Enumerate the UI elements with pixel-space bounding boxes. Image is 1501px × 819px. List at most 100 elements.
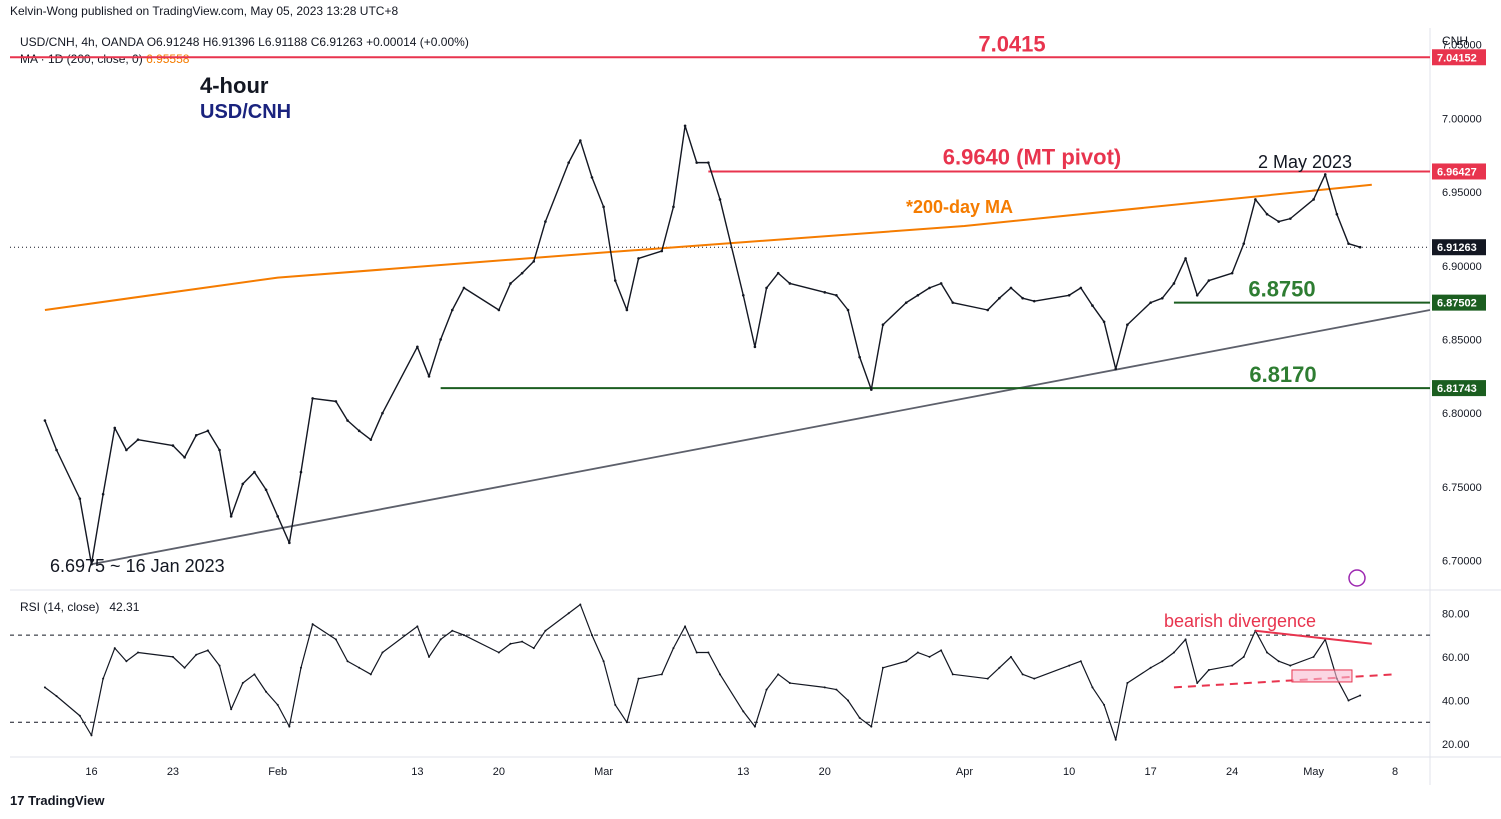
rsi-point bbox=[253, 673, 256, 676]
price-point bbox=[625, 308, 629, 312]
rsi-point bbox=[1184, 638, 1187, 641]
price-point bbox=[1312, 198, 1315, 201]
price-point bbox=[1265, 212, 1269, 216]
rsi-point bbox=[43, 686, 46, 689]
tradingview-logo-icon: 17 bbox=[10, 793, 25, 808]
rsi-point bbox=[521, 640, 524, 643]
currency-label: CNH bbox=[1442, 34, 1468, 48]
price-point bbox=[683, 124, 687, 128]
rsi-point bbox=[986, 677, 989, 680]
time-tick-label: Apr bbox=[956, 766, 973, 778]
lightning-icon bbox=[1348, 569, 1366, 587]
price-tick-label: 6.80000 bbox=[1442, 408, 1482, 420]
time-tick-label: 23 bbox=[167, 766, 179, 778]
price-point bbox=[125, 448, 128, 452]
rsi-point bbox=[1242, 655, 1245, 658]
price-point bbox=[416, 345, 419, 349]
time-tick-label: 16 bbox=[85, 766, 97, 778]
rsi-point bbox=[1312, 655, 1315, 658]
ohlc-legend: USD/CNH, 4h, OANDA O6.91248 H6.91396 L6.… bbox=[20, 35, 469, 49]
price-point bbox=[846, 308, 850, 312]
price-point bbox=[1091, 304, 1094, 307]
rsi-point bbox=[835, 688, 838, 691]
price-point bbox=[741, 293, 745, 297]
time-tick-label: Mar bbox=[594, 766, 613, 778]
time-tick-label: 13 bbox=[411, 766, 423, 778]
price-tick-label: 6.70000 bbox=[1442, 556, 1482, 568]
price-point bbox=[1032, 299, 1036, 303]
rsi-line bbox=[44, 603, 1361, 741]
rsi-point bbox=[544, 629, 547, 632]
rsi-point bbox=[765, 688, 768, 691]
rsi-point bbox=[1103, 703, 1106, 706]
price-point bbox=[1335, 212, 1339, 216]
high-annotation: 2 May 2023 bbox=[1258, 152, 1352, 172]
price-point bbox=[1277, 220, 1280, 223]
ma-legend: MA · 1D (200, close, 0) 6.95558 bbox=[20, 52, 189, 66]
chart-subtitle: USD/CNH bbox=[200, 101, 291, 123]
price-line bbox=[44, 125, 1361, 565]
price-point bbox=[357, 429, 361, 433]
price-point bbox=[881, 323, 885, 327]
rsi-point bbox=[532, 647, 535, 650]
ma-legend-label: MA · 1D (200, close, 0) bbox=[20, 52, 143, 66]
rsi-point bbox=[276, 703, 279, 706]
rsi-point bbox=[1207, 668, 1210, 671]
rsi-point bbox=[625, 721, 628, 724]
rsi-point bbox=[265, 690, 268, 693]
rsi-point bbox=[695, 651, 698, 654]
rsi-point bbox=[672, 647, 675, 650]
price-point bbox=[43, 419, 47, 422]
rsi-point bbox=[416, 625, 419, 628]
ohlc-high: H6.91396 bbox=[202, 35, 255, 49]
price-point bbox=[78, 497, 82, 500]
price-point bbox=[520, 271, 524, 275]
ohlc-change: +0.00014 (+0.00%) bbox=[366, 35, 469, 49]
ma-annotation: *200-day MA bbox=[906, 197, 1013, 217]
rsi-tick-label: 60.00 bbox=[1442, 652, 1470, 664]
price-point bbox=[1160, 296, 1164, 300]
rsi-point bbox=[1091, 686, 1094, 689]
price-point bbox=[253, 470, 256, 474]
level-axis-badge bbox=[1432, 49, 1486, 66]
price-point bbox=[1254, 198, 1257, 201]
price-point bbox=[916, 293, 920, 297]
rsi-point bbox=[1172, 651, 1175, 654]
price-tick-label: 7.00000 bbox=[1442, 113, 1482, 125]
price-point bbox=[90, 562, 93, 566]
price-point bbox=[311, 397, 314, 400]
price-point bbox=[870, 388, 873, 391]
price-point bbox=[928, 286, 931, 290]
level-axis-badge bbox=[1432, 294, 1486, 311]
price-point bbox=[579, 139, 582, 142]
time-tick-label: 24 bbox=[1226, 766, 1238, 778]
rsi-support-line bbox=[1173, 673, 1396, 689]
price-point bbox=[55, 448, 58, 452]
rsi-point bbox=[928, 655, 931, 658]
price-point bbox=[369, 438, 373, 441]
rsi-point bbox=[497, 651, 500, 654]
rsi-point bbox=[288, 725, 291, 728]
price-point bbox=[509, 282, 512, 285]
rsi-point bbox=[940, 649, 943, 652]
rsi-legend: RSI (14, close) 42.31 bbox=[20, 600, 139, 614]
tradingview-brand[interactable]: 17 TradingView bbox=[10, 793, 104, 808]
level-axis-badge bbox=[1432, 163, 1486, 180]
price-point bbox=[1114, 367, 1118, 371]
price-point bbox=[904, 301, 908, 304]
rsi-point bbox=[916, 651, 919, 654]
price-point bbox=[206, 429, 210, 433]
price-tick-label: 6.90000 bbox=[1442, 261, 1482, 273]
price-point bbox=[1184, 257, 1187, 260]
price-point bbox=[1323, 173, 1327, 176]
level-axis-label: 6.81743 bbox=[1437, 383, 1477, 395]
rsi-point bbox=[113, 647, 116, 650]
rsi-point bbox=[870, 725, 873, 728]
price-point bbox=[776, 271, 780, 275]
rsi-point bbox=[684, 625, 687, 628]
price-point bbox=[171, 444, 175, 447]
level-label: 6.9640 (MT pivot) bbox=[943, 144, 1121, 169]
rsi-point bbox=[777, 673, 780, 676]
low-annotation: 6.6975 ~ 16 Jan 2023 bbox=[50, 556, 225, 576]
